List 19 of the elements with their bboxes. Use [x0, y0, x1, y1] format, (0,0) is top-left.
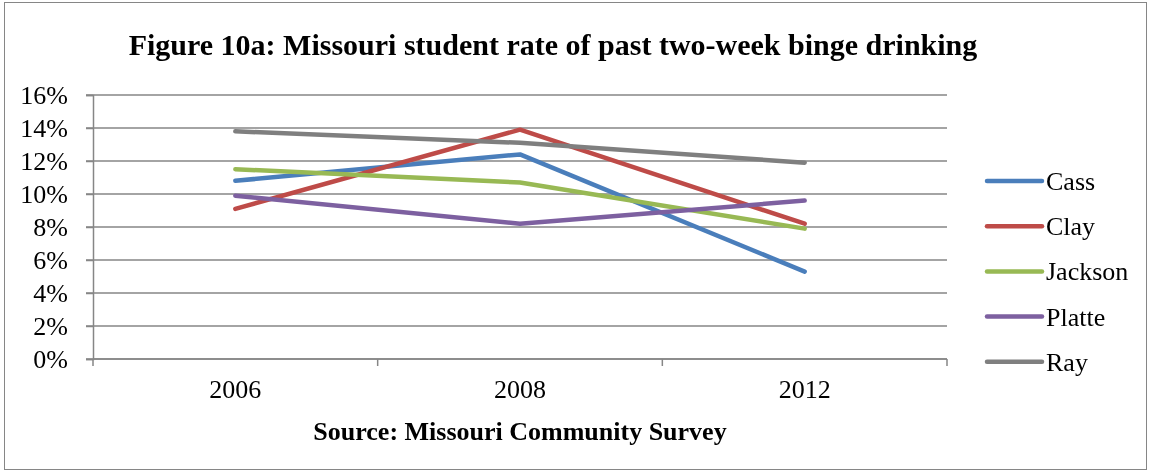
y-tick-label: 0% — [33, 344, 68, 374]
x-tick-label: 2006 — [209, 375, 262, 404]
y-tick-label: 14% — [20, 113, 68, 143]
x-tick-label: 2008 — [494, 375, 546, 404]
legend-label: Clay — [1046, 212, 1096, 242]
y-tick-label: 8% — [33, 212, 68, 242]
chart-title: Figure 10a: Missouri student rate of past two-week binge drinking — [128, 28, 978, 61]
legend-label: Ray — [1046, 347, 1088, 377]
source-note: Source: Missouri Community Survey — [313, 417, 727, 446]
y-tick-label: 4% — [33, 278, 68, 308]
y-tick-label: 10% — [20, 179, 68, 209]
legend-label: Jackson — [1046, 257, 1129, 287]
y-tick-label: 16% — [20, 80, 68, 110]
y-tick-label: 12% — [20, 146, 68, 176]
y-tick-label: 2% — [33, 311, 68, 341]
x-tick-label: 2012 — [778, 375, 831, 404]
y-tick-label: 6% — [33, 245, 68, 275]
legend-label: Platte — [1046, 302, 1106, 332]
legend-label: Cass — [1046, 167, 1096, 196]
